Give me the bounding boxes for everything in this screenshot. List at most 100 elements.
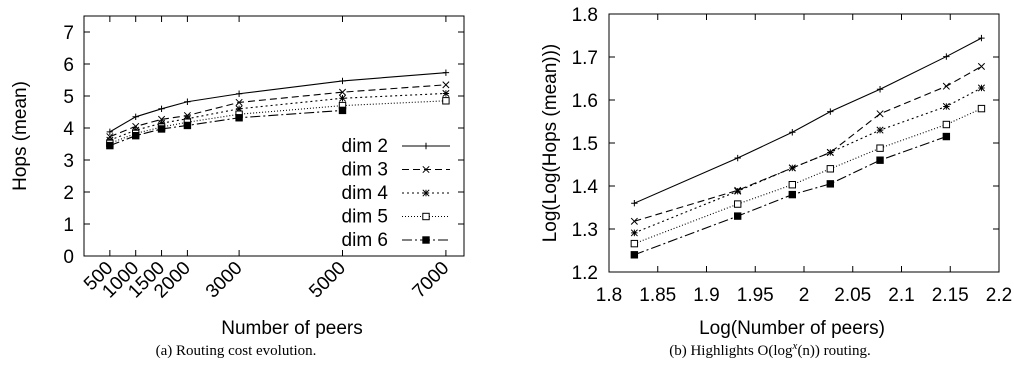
data-point-s1-6: [943, 53, 950, 60]
data-point-s4-4: [826, 165, 835, 173]
data-point-s3-2: [734, 187, 742, 195]
y-tick-label: 1.5: [572, 134, 598, 155]
legend-marker-3: [422, 189, 430, 197]
legend-label-3: dim 4: [342, 183, 389, 204]
data-point-s5-4: [826, 180, 835, 188]
caption-b: (b) Highlights O(logx(n)) routing.: [669, 340, 871, 359]
data-point-s4-3: [788, 181, 796, 189]
data-point-s2-7: [977, 62, 986, 71]
y-axis-label: Hops (mean): [10, 81, 31, 191]
data-point-s4-5: [876, 144, 884, 152]
y-tick-label: 2: [63, 183, 74, 204]
data-point-s1-1: [631, 200, 638, 207]
x-axis-label: Number of peers: [221, 318, 363, 339]
x-tick-label: 1.9: [693, 285, 719, 306]
data-point-s4-7: [977, 104, 986, 113]
data-point-s1-7: [978, 34, 985, 42]
data-point-s3-1: [630, 229, 638, 237]
data-point-s1-4: [184, 98, 191, 105]
data-point-s2-5: [876, 110, 884, 118]
data-point-s2-7: [442, 81, 450, 89]
data-point-s3-5: [876, 126, 884, 134]
data-point-s1-3: [789, 129, 796, 136]
legend-label-5: dim 6: [342, 230, 388, 251]
data-point-s3-5: [235, 105, 243, 113]
legend-marker-2: [422, 165, 430, 174]
y-tick-label: 3: [63, 151, 74, 172]
x-tick-label: 1.85: [639, 285, 676, 306]
x-tick-label: 1.8: [596, 285, 622, 306]
legend-label-2: dim 3: [342, 160, 388, 181]
y-tick-label: 0: [63, 247, 74, 268]
series-line-3: [634, 87, 982, 234]
data-point-s5-4: [183, 121, 192, 130]
data-point-s5-6: [338, 106, 347, 115]
y-tick-label: 1: [63, 215, 74, 236]
x-tick-label: 1.95: [737, 285, 774, 306]
chart-b: 1.2 1.3 1.4 1.5 1.6 1.7 1.8 1.8 1.85 1.9 1.95 2 2.05…: [540, 5, 1012, 359]
x-axis-label: Log(Number of peers): [699, 318, 885, 339]
series-line-2: [634, 65, 982, 222]
y-tick-label: 1.2: [572, 263, 598, 284]
data-point-s1-2: [734, 154, 741, 162]
series-line-3: [109, 92, 446, 141]
y-tick-label: 1.7: [572, 48, 598, 69]
data-point-s2-6: [338, 88, 347, 96]
y-tick-label: 1.8: [572, 5, 598, 26]
series-line-4: [634, 108, 982, 245]
data-point-s3-3: [788, 164, 796, 172]
data-point-s5-2: [132, 131, 140, 140]
caption-b-suffix: (n)) routing.: [797, 343, 870, 359]
data-point-s5-5: [876, 156, 884, 164]
data-point-s5-3: [157, 125, 166, 133]
data-point-s4-7: [442, 97, 450, 105]
x-tick-label: 3000: [202, 258, 247, 303]
data-point-s5-6: [942, 132, 951, 141]
data-point-s5-5: [235, 114, 243, 122]
data-point-s2-6: [942, 82, 950, 90]
data-point-s1-2: [132, 113, 139, 120]
legend-marker-4: [422, 212, 430, 221]
series-line-5: [109, 109, 343, 147]
data-point-s5-2: [734, 212, 742, 220]
data-point-s1-1: [106, 128, 114, 136]
x-tick-label: 2.05: [834, 285, 871, 306]
data-point-s1-5: [235, 90, 243, 97]
data-point-s3-7: [442, 89, 450, 97]
data-point-s3-4: [826, 148, 834, 157]
x-tick-label: 2.15: [932, 285, 969, 306]
data-point-s1-4: [827, 108, 834, 115]
y-tick-label: 4: [63, 119, 74, 140]
data-point-s4-2: [734, 200, 742, 208]
data-point-s5-1: [630, 251, 639, 259]
series-line-1: [634, 37, 982, 204]
data-point-s5-3: [788, 190, 796, 199]
data-point-s2-1: [106, 133, 114, 141]
data-point-s1-6: [339, 77, 346, 85]
caption-b-superscript: x: [792, 340, 798, 352]
y-axis-label: Log(Log(Hops (mean))): [540, 44, 561, 243]
data-point-s1-3: [158, 105, 165, 112]
data-point-s4-1: [630, 239, 639, 248]
legend-label-4: dim 5: [342, 207, 388, 228]
x-tick-label: 7000: [409, 258, 454, 303]
plot-frame: [608, 13, 1000, 273]
data-point-s1-7: [442, 69, 450, 76]
plot-frame: [83, 15, 465, 257]
data-point-s5-1: [106, 141, 114, 150]
y-tick-label: 1.4: [572, 177, 599, 198]
data-point-s3-3: [157, 119, 166, 127]
data-point-s1-5: [876, 86, 884, 93]
data-point-s3-7: [977, 84, 986, 92]
y-tick-label: 1.6: [572, 91, 598, 112]
data-point-s2-5: [235, 98, 243, 106]
data-point-s3-6: [338, 94, 347, 102]
x-tick-label: 2.1: [888, 285, 914, 306]
y-tick-label: 7: [63, 23, 74, 44]
series-line-5: [634, 136, 947, 256]
y-tick-label: 1.3: [572, 220, 598, 241]
x-tick-label: 5000: [305, 258, 350, 303]
x-tick-label: 2: [799, 285, 810, 306]
